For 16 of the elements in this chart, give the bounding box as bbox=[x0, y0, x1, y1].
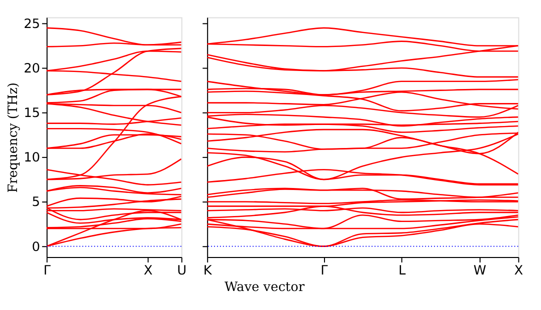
x-tick-label: X bbox=[144, 263, 153, 278]
y-tick-label: 5 bbox=[32, 195, 40, 210]
y-tick-label: 20 bbox=[24, 62, 40, 76]
y-axis-title: Frequency (THz) bbox=[6, 82, 21, 193]
x-tick-label: X bbox=[514, 263, 524, 278]
x-tick-label: W bbox=[473, 263, 486, 278]
x-tick-label: K bbox=[203, 263, 212, 278]
x-tick-label: Γ bbox=[43, 263, 52, 278]
y-tick-label: 10 bbox=[24, 150, 40, 166]
x-axis-title: Wave vector bbox=[224, 280, 306, 296]
y-tick-label: 0 bbox=[32, 240, 40, 255]
x-tick-label: U bbox=[177, 263, 187, 278]
x-tick-label: Γ bbox=[320, 263, 329, 278]
y-tick-label: 25 bbox=[24, 16, 40, 32]
y-tick-label: 15 bbox=[24, 106, 40, 122]
x-tick-label: L bbox=[398, 263, 406, 278]
